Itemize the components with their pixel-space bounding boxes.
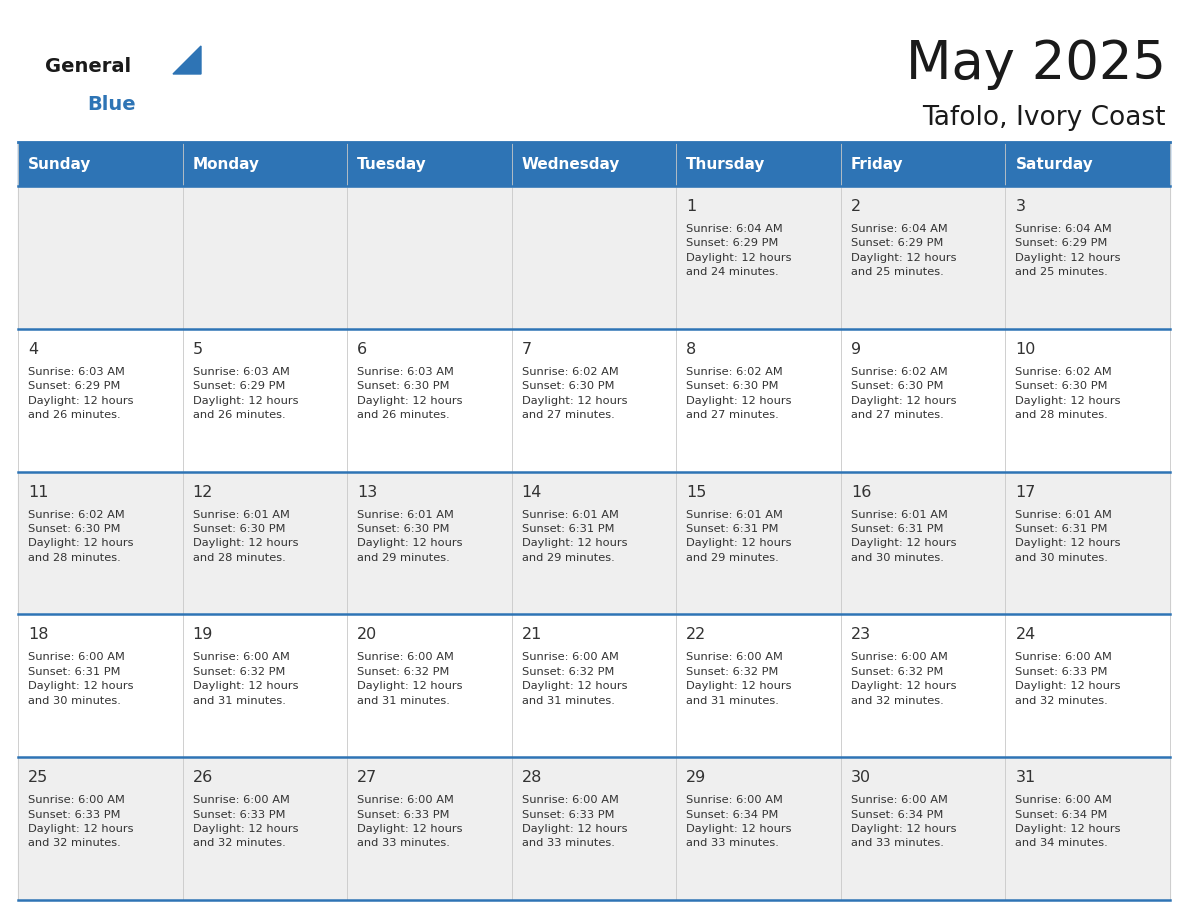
- Text: May 2025: May 2025: [906, 38, 1165, 90]
- Text: Tuesday: Tuesday: [358, 156, 426, 172]
- Text: 21: 21: [522, 627, 542, 643]
- Text: Sunrise: 6:01 AM
Sunset: 6:31 PM
Daylight: 12 hours
and 29 minutes.: Sunrise: 6:01 AM Sunset: 6:31 PM Dayligh…: [522, 509, 627, 563]
- Text: 24: 24: [1016, 627, 1036, 643]
- Text: 18: 18: [29, 627, 49, 643]
- Text: 8: 8: [687, 341, 696, 357]
- Text: Sunday: Sunday: [29, 156, 91, 172]
- Text: Sunrise: 6:02 AM
Sunset: 6:30 PM
Daylight: 12 hours
and 28 minutes.: Sunrise: 6:02 AM Sunset: 6:30 PM Dayligh…: [1016, 367, 1121, 420]
- Text: Sunrise: 6:00 AM
Sunset: 6:32 PM
Daylight: 12 hours
and 31 minutes.: Sunrise: 6:00 AM Sunset: 6:32 PM Dayligh…: [192, 653, 298, 706]
- Text: Sunrise: 6:00 AM
Sunset: 6:33 PM
Daylight: 12 hours
and 32 minutes.: Sunrise: 6:00 AM Sunset: 6:33 PM Dayligh…: [29, 795, 133, 848]
- Text: 17: 17: [1016, 485, 1036, 499]
- Bar: [347, 142, 512, 186]
- Text: Sunrise: 6:00 AM
Sunset: 6:34 PM
Daylight: 12 hours
and 33 minutes.: Sunrise: 6:00 AM Sunset: 6:34 PM Dayligh…: [687, 795, 791, 848]
- Text: Sunrise: 6:02 AM
Sunset: 6:30 PM
Daylight: 12 hours
and 27 minutes.: Sunrise: 6:02 AM Sunset: 6:30 PM Dayligh…: [522, 367, 627, 420]
- Text: 23: 23: [851, 627, 871, 643]
- Text: Sunrise: 6:04 AM
Sunset: 6:29 PM
Daylight: 12 hours
and 25 minutes.: Sunrise: 6:04 AM Sunset: 6:29 PM Dayligh…: [851, 224, 956, 277]
- Bar: [676, 142, 841, 186]
- Text: Monday: Monday: [192, 156, 259, 172]
- Text: 25: 25: [29, 770, 49, 785]
- Text: Sunrise: 6:02 AM
Sunset: 6:30 PM
Daylight: 12 hours
and 27 minutes.: Sunrise: 6:02 AM Sunset: 6:30 PM Dayligh…: [851, 367, 956, 420]
- Text: 9: 9: [851, 341, 861, 357]
- Text: 13: 13: [358, 485, 378, 499]
- Text: Sunrise: 6:00 AM
Sunset: 6:31 PM
Daylight: 12 hours
and 30 minutes.: Sunrise: 6:00 AM Sunset: 6:31 PM Dayligh…: [29, 653, 133, 706]
- Text: Sunrise: 6:03 AM
Sunset: 6:30 PM
Daylight: 12 hours
and 26 minutes.: Sunrise: 6:03 AM Sunset: 6:30 PM Dayligh…: [358, 367, 462, 420]
- Text: 3: 3: [1016, 199, 1025, 214]
- Text: 11: 11: [29, 485, 49, 499]
- Text: Sunrise: 6:00 AM
Sunset: 6:33 PM
Daylight: 12 hours
and 32 minutes.: Sunrise: 6:00 AM Sunset: 6:33 PM Dayligh…: [1016, 653, 1121, 706]
- Bar: [18, 329, 1170, 472]
- Text: 2: 2: [851, 199, 861, 214]
- Text: 22: 22: [687, 627, 707, 643]
- Bar: [18, 142, 183, 186]
- Text: Wednesday: Wednesday: [522, 156, 620, 172]
- Polygon shape: [173, 46, 201, 74]
- Text: General: General: [45, 57, 131, 76]
- Text: 6: 6: [358, 341, 367, 357]
- Text: Sunrise: 6:01 AM
Sunset: 6:31 PM
Daylight: 12 hours
and 30 minutes.: Sunrise: 6:01 AM Sunset: 6:31 PM Dayligh…: [1016, 509, 1121, 563]
- Text: Sunrise: 6:04 AM
Sunset: 6:29 PM
Daylight: 12 hours
and 25 minutes.: Sunrise: 6:04 AM Sunset: 6:29 PM Dayligh…: [1016, 224, 1121, 277]
- Bar: [18, 186, 1170, 329]
- Text: Sunrise: 6:03 AM
Sunset: 6:29 PM
Daylight: 12 hours
and 26 minutes.: Sunrise: 6:03 AM Sunset: 6:29 PM Dayligh…: [29, 367, 133, 420]
- Text: Sunrise: 6:00 AM
Sunset: 6:33 PM
Daylight: 12 hours
and 33 minutes.: Sunrise: 6:00 AM Sunset: 6:33 PM Dayligh…: [358, 795, 462, 848]
- Text: 28: 28: [522, 770, 542, 785]
- Text: 20: 20: [358, 627, 378, 643]
- Text: 19: 19: [192, 627, 213, 643]
- Text: Sunrise: 6:00 AM
Sunset: 6:34 PM
Daylight: 12 hours
and 34 minutes.: Sunrise: 6:00 AM Sunset: 6:34 PM Dayligh…: [1016, 795, 1121, 848]
- Text: Tafolo, Ivory Coast: Tafolo, Ivory Coast: [923, 105, 1165, 131]
- Bar: [18, 757, 1170, 900]
- Text: Sunrise: 6:02 AM
Sunset: 6:30 PM
Daylight: 12 hours
and 28 minutes.: Sunrise: 6:02 AM Sunset: 6:30 PM Dayligh…: [29, 509, 133, 563]
- Text: Sunrise: 6:04 AM
Sunset: 6:29 PM
Daylight: 12 hours
and 24 minutes.: Sunrise: 6:04 AM Sunset: 6:29 PM Dayligh…: [687, 224, 791, 277]
- Text: Sunrise: 6:01 AM
Sunset: 6:30 PM
Daylight: 12 hours
and 28 minutes.: Sunrise: 6:01 AM Sunset: 6:30 PM Dayligh…: [192, 509, 298, 563]
- Text: 27: 27: [358, 770, 378, 785]
- Text: Sunrise: 6:00 AM
Sunset: 6:32 PM
Daylight: 12 hours
and 31 minutes.: Sunrise: 6:00 AM Sunset: 6:32 PM Dayligh…: [522, 653, 627, 706]
- Text: Sunrise: 6:00 AM
Sunset: 6:32 PM
Daylight: 12 hours
and 32 minutes.: Sunrise: 6:00 AM Sunset: 6:32 PM Dayligh…: [851, 653, 956, 706]
- Text: Sunrise: 6:01 AM
Sunset: 6:30 PM
Daylight: 12 hours
and 29 minutes.: Sunrise: 6:01 AM Sunset: 6:30 PM Dayligh…: [358, 509, 462, 563]
- Bar: [1005, 142, 1170, 186]
- Text: 7: 7: [522, 341, 532, 357]
- Text: 12: 12: [192, 485, 213, 499]
- Text: Blue: Blue: [87, 95, 135, 114]
- Text: Sunrise: 6:01 AM
Sunset: 6:31 PM
Daylight: 12 hours
and 30 minutes.: Sunrise: 6:01 AM Sunset: 6:31 PM Dayligh…: [851, 509, 956, 563]
- Text: Sunrise: 6:03 AM
Sunset: 6:29 PM
Daylight: 12 hours
and 26 minutes.: Sunrise: 6:03 AM Sunset: 6:29 PM Dayligh…: [192, 367, 298, 420]
- Text: Sunrise: 6:00 AM
Sunset: 6:33 PM
Daylight: 12 hours
and 33 minutes.: Sunrise: 6:00 AM Sunset: 6:33 PM Dayligh…: [522, 795, 627, 848]
- Text: 31: 31: [1016, 770, 1036, 785]
- Text: Friday: Friday: [851, 156, 904, 172]
- Text: Sunrise: 6:01 AM
Sunset: 6:31 PM
Daylight: 12 hours
and 29 minutes.: Sunrise: 6:01 AM Sunset: 6:31 PM Dayligh…: [687, 509, 791, 563]
- Text: 4: 4: [29, 341, 38, 357]
- Text: Sunrise: 6:00 AM
Sunset: 6:34 PM
Daylight: 12 hours
and 33 minutes.: Sunrise: 6:00 AM Sunset: 6:34 PM Dayligh…: [851, 795, 956, 848]
- Text: Sunrise: 6:02 AM
Sunset: 6:30 PM
Daylight: 12 hours
and 27 minutes.: Sunrise: 6:02 AM Sunset: 6:30 PM Dayligh…: [687, 367, 791, 420]
- Text: Sunrise: 6:00 AM
Sunset: 6:33 PM
Daylight: 12 hours
and 32 minutes.: Sunrise: 6:00 AM Sunset: 6:33 PM Dayligh…: [192, 795, 298, 848]
- Text: 1: 1: [687, 199, 696, 214]
- Bar: [512, 142, 676, 186]
- Bar: [18, 472, 1170, 614]
- Bar: [183, 142, 347, 186]
- Text: Saturday: Saturday: [1016, 156, 1093, 172]
- Text: 26: 26: [192, 770, 213, 785]
- Text: 16: 16: [851, 485, 871, 499]
- Bar: [18, 614, 1170, 757]
- Text: Sunrise: 6:00 AM
Sunset: 6:32 PM
Daylight: 12 hours
and 31 minutes.: Sunrise: 6:00 AM Sunset: 6:32 PM Dayligh…: [687, 653, 791, 706]
- Text: 10: 10: [1016, 341, 1036, 357]
- Text: 30: 30: [851, 770, 871, 785]
- Text: Sunrise: 6:00 AM
Sunset: 6:32 PM
Daylight: 12 hours
and 31 minutes.: Sunrise: 6:00 AM Sunset: 6:32 PM Dayligh…: [358, 653, 462, 706]
- Text: 29: 29: [687, 770, 707, 785]
- Text: 15: 15: [687, 485, 707, 499]
- Text: Thursday: Thursday: [687, 156, 765, 172]
- Text: 5: 5: [192, 341, 203, 357]
- Bar: [841, 142, 1005, 186]
- Text: 14: 14: [522, 485, 542, 499]
